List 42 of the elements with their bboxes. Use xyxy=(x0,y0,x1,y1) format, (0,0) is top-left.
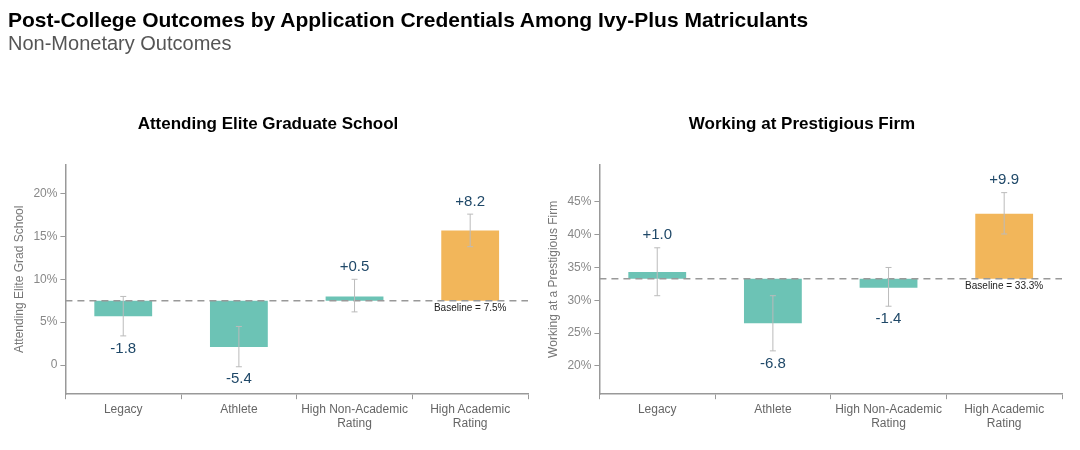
y-tick-label: 30% xyxy=(567,292,592,307)
y-tick-label: 35% xyxy=(567,259,592,274)
x-tick-label: Athlete xyxy=(754,401,792,416)
x-tick-label: High Academic Rating xyxy=(964,401,1045,431)
y-axis-title: Attending Elite Grad School xyxy=(11,205,26,354)
data-label: -1.8 xyxy=(110,338,137,356)
y-tick-label: 20% xyxy=(33,185,58,200)
bar xyxy=(628,272,687,279)
bar xyxy=(859,278,918,288)
y-tick-label: 0 xyxy=(50,357,58,372)
y-tick-label: 25% xyxy=(567,325,592,340)
text: Non-Monetary Outcomes xyxy=(8,32,233,55)
y-tick-label: 45% xyxy=(567,194,592,209)
y-tick-label: 20% xyxy=(567,358,592,373)
x-tick-label: Athlete xyxy=(220,401,258,416)
bar xyxy=(743,278,802,324)
x-tick-label: High Academic Rating xyxy=(430,401,511,431)
bar xyxy=(209,300,268,348)
data-label: -6.8 xyxy=(759,353,786,371)
y-tick-label: 40% xyxy=(567,226,592,241)
x-tick-label: High Non-Academic Rating xyxy=(835,401,942,431)
data-label: +8.2 xyxy=(455,191,485,209)
ref-line-label: Baseline = 33.3% xyxy=(965,280,1044,292)
y-tick-label: 15% xyxy=(33,228,58,243)
data-label: +1.0 xyxy=(642,225,673,243)
chart-title: Working at Prestigious Firm xyxy=(688,113,916,133)
data-label: +0.5 xyxy=(339,256,370,274)
y-axis-title: Working at a Prestigious Firm xyxy=(545,200,560,358)
bar xyxy=(441,230,500,301)
y-tick-label: 10% xyxy=(33,271,58,286)
text: Post-College Outcomes by Application Credentials Among Ivy-Plus Matriculants xyxy=(8,8,810,32)
chart-title: Attending Elite Graduate School xyxy=(137,113,399,133)
x-tick-label: Legacy xyxy=(637,401,677,416)
x-tick-label: Legacy xyxy=(103,401,143,416)
x-tick-label: High Non-Academic Rating xyxy=(301,401,408,431)
data-label: +9.9 xyxy=(989,170,1019,188)
bar xyxy=(975,213,1034,279)
ref-line-label: Baseline = 7.5% xyxy=(433,302,507,314)
data-label: -1.4 xyxy=(875,308,902,326)
bar xyxy=(94,300,153,317)
data-label: -5.4 xyxy=(225,369,252,387)
y-tick-label: 5% xyxy=(40,314,58,329)
